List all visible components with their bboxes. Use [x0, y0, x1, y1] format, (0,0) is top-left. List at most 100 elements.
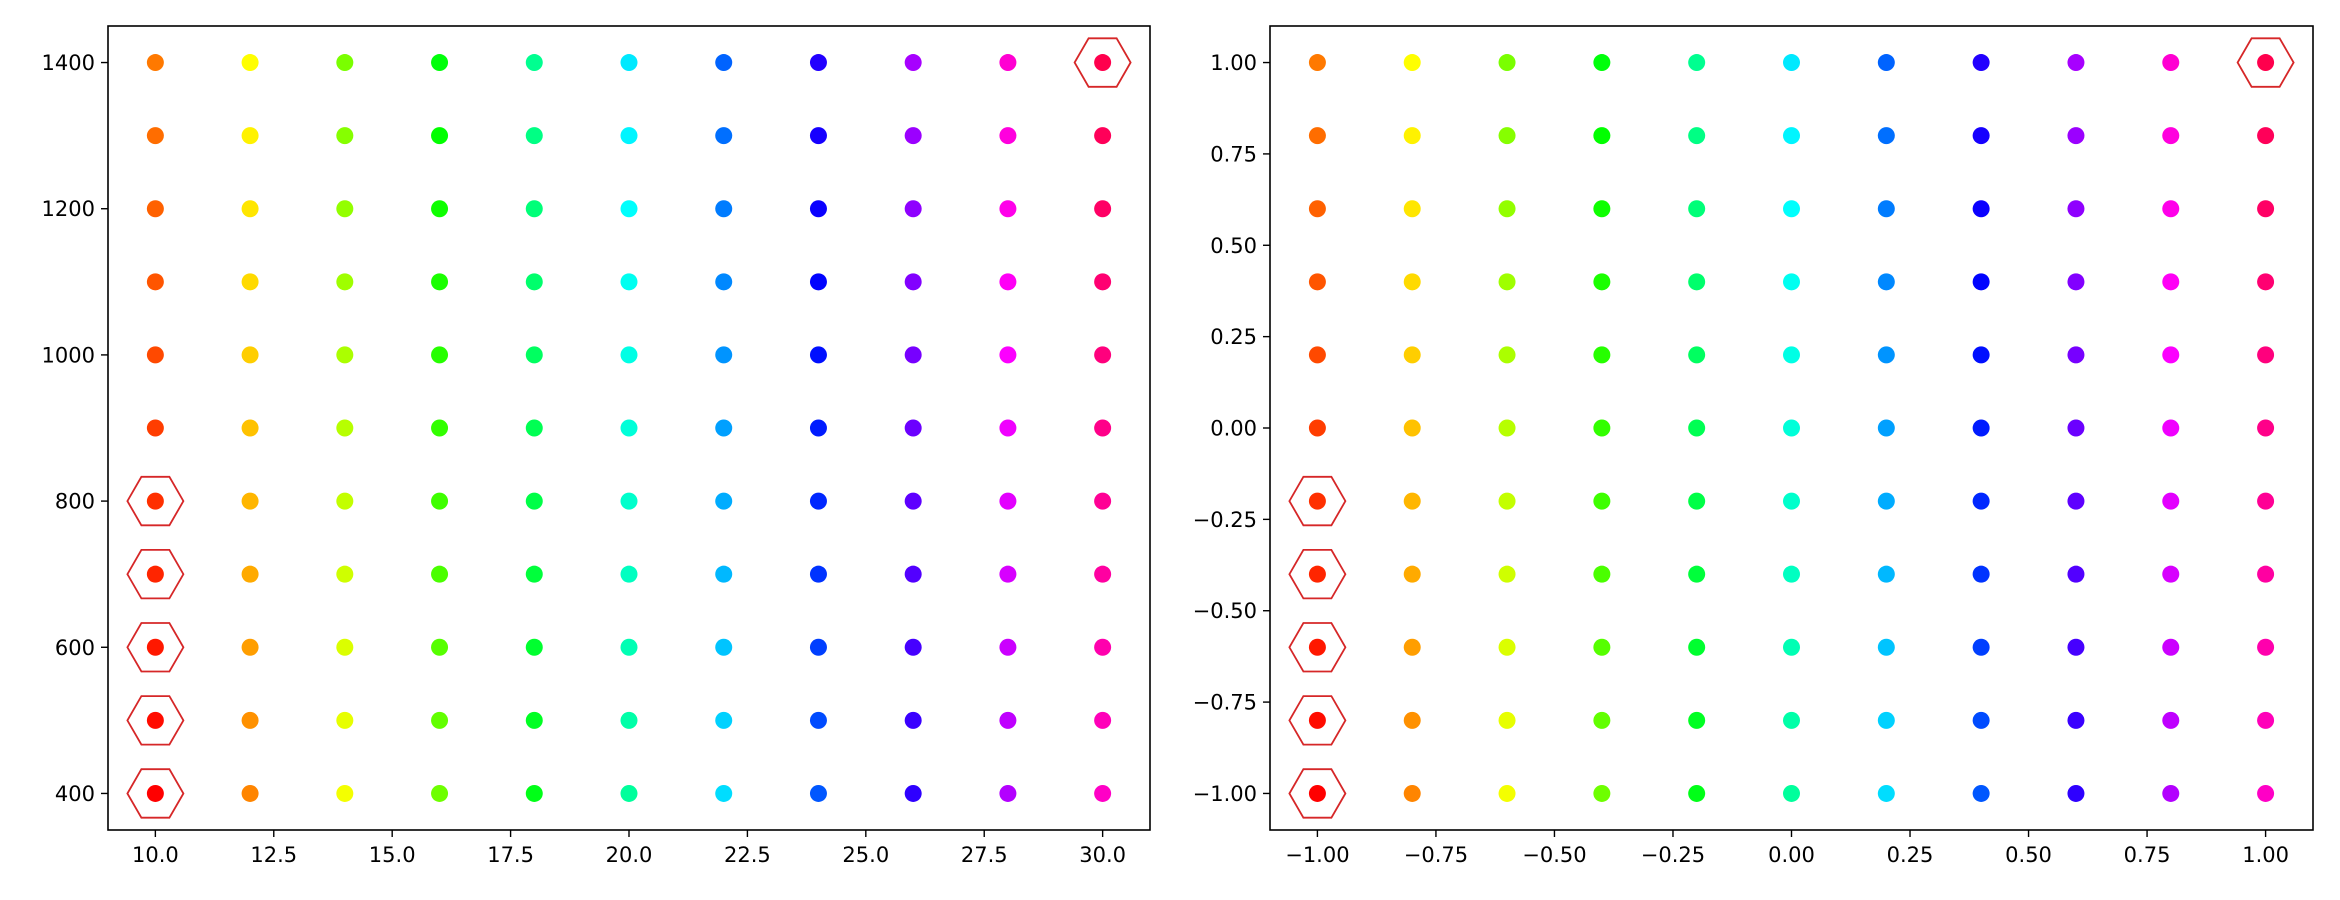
data-point — [1308, 638, 1326, 656]
data-point — [999, 273, 1017, 291]
data-point — [1403, 565, 1421, 583]
data-point — [1877, 127, 1895, 145]
highlight-hexagon-marker — [126, 475, 185, 527]
data-point — [241, 346, 259, 364]
data-point — [1498, 273, 1516, 291]
data-point — [1688, 419, 1706, 437]
y-tick-label: 0.25 — [1210, 325, 1257, 349]
data-point — [2162, 54, 2180, 72]
data-point — [1498, 784, 1516, 802]
data-point — [2067, 273, 2085, 291]
data-point — [1308, 200, 1326, 218]
y-tick-label: 1.00 — [1210, 51, 1257, 75]
data-point — [1783, 784, 1800, 802]
data-point — [620, 565, 638, 583]
data-point — [904, 492, 922, 510]
data-point — [336, 200, 354, 218]
data-point — [1308, 127, 1326, 145]
data-point — [809, 638, 827, 656]
data-point — [999, 638, 1017, 656]
data-point — [2162, 784, 2180, 802]
data-point — [431, 711, 449, 729]
data-point — [1094, 273, 1112, 291]
data-point — [904, 784, 922, 802]
x-tick-label: 10.0 — [132, 843, 179, 867]
data-point — [1877, 54, 1895, 72]
x-tick-label: 22.5 — [724, 843, 771, 867]
data-point — [715, 127, 733, 145]
data-point — [525, 127, 543, 145]
data-point — [1308, 784, 1326, 802]
data-point — [2257, 711, 2275, 729]
data-point — [146, 200, 164, 218]
highlight-hexagon-marker — [1288, 622, 1347, 673]
data-point — [2067, 492, 2085, 510]
data-point — [1688, 127, 1706, 145]
data-point — [336, 273, 354, 291]
data-point — [715, 419, 733, 437]
data-point — [336, 346, 354, 364]
data-point — [1498, 346, 1516, 364]
data-point — [904, 346, 922, 364]
data-point — [1498, 638, 1516, 656]
data-point — [525, 492, 543, 510]
data-point — [525, 565, 543, 583]
data-point — [2067, 54, 2085, 72]
highlight-hexagon-marker — [1288, 768, 1347, 819]
data-point — [715, 492, 733, 510]
data-point — [1877, 784, 1895, 802]
data-point — [620, 127, 638, 145]
data-point — [2257, 273, 2275, 291]
data-point — [715, 784, 733, 802]
data-point — [999, 200, 1017, 218]
data-point — [146, 711, 164, 729]
data-point — [999, 127, 1017, 145]
x-tick-label: 0.50 — [2005, 843, 2052, 867]
data-point — [431, 419, 449, 437]
data-point — [999, 419, 1017, 437]
x-tick-label: −0.75 — [1404, 843, 1468, 867]
data-point — [2067, 200, 2085, 218]
data-point — [809, 492, 827, 510]
data-point — [146, 346, 164, 364]
data-point — [1972, 492, 1990, 510]
data-point — [620, 200, 638, 218]
data-point — [1972, 127, 1990, 145]
data-point — [241, 638, 259, 656]
highlight-hexagon-marker — [1073, 37, 1132, 88]
data-point — [525, 54, 543, 72]
data-point — [1498, 127, 1516, 145]
data-point — [809, 419, 827, 437]
data-point — [1593, 492, 1611, 510]
x-tick-label: −0.50 — [1522, 843, 1586, 867]
data-point — [1593, 54, 1611, 72]
data-point — [146, 419, 164, 437]
data-point — [2162, 273, 2180, 291]
y-tick-label: −1.00 — [1193, 782, 1257, 806]
x-tick-label: 30.0 — [1079, 843, 1126, 867]
data-point — [431, 565, 449, 583]
data-point — [620, 784, 638, 802]
data-point — [715, 346, 733, 364]
data-point — [1094, 565, 1112, 583]
data-point — [1688, 638, 1706, 656]
data-point — [1403, 784, 1421, 802]
data-point — [809, 54, 827, 72]
highlight-hexagon-marker — [126, 695, 185, 746]
data-point — [1783, 492, 1800, 510]
data-point — [1094, 784, 1112, 802]
data-point — [1877, 419, 1895, 437]
data-point — [904, 565, 922, 583]
data-point — [336, 127, 354, 145]
y-tick-label: −0.75 — [1193, 691, 1257, 715]
data-point — [241, 273, 259, 291]
data-point — [1972, 54, 1990, 72]
data-point — [525, 784, 543, 802]
data-point — [1783, 565, 1800, 583]
data-point — [2162, 711, 2180, 729]
data-point — [1308, 346, 1326, 364]
x-tick-label: 17.5 — [487, 843, 534, 867]
data-point — [1593, 273, 1611, 291]
data-point — [809, 127, 827, 145]
